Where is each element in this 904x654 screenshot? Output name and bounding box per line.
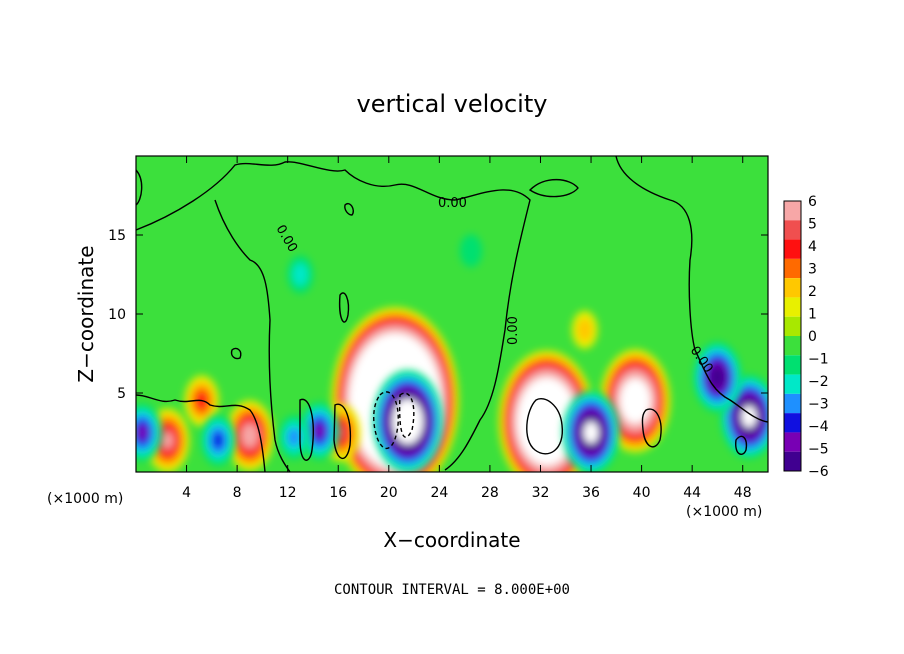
colorbar-label: 2 — [808, 284, 817, 300]
colorbar-swatch — [784, 413, 801, 433]
velocity-level — [292, 263, 309, 286]
x-tick-label: 20 — [380, 485, 398, 501]
contour-line — [136, 161, 531, 471]
colorbar-label: −5 — [808, 442, 829, 458]
x-tick-label: 24 — [430, 485, 448, 501]
colorbar-frame — [783, 200, 802, 472]
velocity-level — [459, 234, 483, 268]
colorbar-label: −6 — [808, 464, 829, 480]
velocity-level — [136, 424, 148, 441]
colorbar-swatch — [784, 393, 801, 414]
velocity-level — [709, 365, 726, 389]
velocity-level — [241, 423, 258, 448]
x-tick-label: 32 — [532, 485, 550, 501]
x-tick-label: 48 — [734, 485, 752, 501]
contour-line — [214, 199, 291, 472]
x-tick-label: 36 — [582, 485, 600, 501]
plot-area — [136, 156, 768, 472]
x-tick-label: 12 — [279, 485, 297, 501]
contour-line — [615, 156, 768, 423]
y-tick-label: 15 — [108, 228, 126, 244]
velocity-level — [313, 423, 325, 439]
contour-line — [398, 392, 415, 438]
colorbar-swatch — [784, 201, 801, 221]
contour-line — [526, 398, 563, 455]
velocity-cell — [600, 349, 671, 453]
velocity-level — [162, 433, 173, 448]
colorbar: 6 5 4 3 2 1 0 −1 −2 −3 −4 −5 −6 — [783, 194, 829, 480]
contour-line — [373, 391, 399, 450]
x-tick-label: 8 — [233, 485, 242, 501]
contour-line — [641, 408, 662, 448]
colorbar-label: 3 — [808, 262, 817, 278]
zero-contours — [136, 156, 768, 472]
x-tick-label: 16 — [329, 485, 347, 501]
x-tick-label: 44 — [683, 485, 701, 501]
y-tick-label: 5 — [117, 386, 126, 402]
colorbar-swatch — [784, 316, 801, 336]
contour-label: 0.00 — [506, 316, 521, 345]
velocity-level — [583, 421, 599, 444]
velocity-field — [136, 234, 768, 472]
x-axis-unit-left: (×1000 m) — [47, 491, 123, 507]
colorbar-label: 4 — [808, 239, 817, 255]
velocity-cell — [562, 390, 620, 472]
x-tick-label: 40 — [633, 485, 651, 501]
contour-line — [136, 394, 266, 472]
colorbar-swatch — [784, 432, 801, 452]
contour-line — [338, 292, 350, 323]
velocity-cell — [200, 414, 236, 466]
colorbar-label: −4 — [808, 419, 829, 435]
velocity-level — [287, 427, 301, 447]
colorbar-swatch — [784, 278, 801, 298]
colorbar-swatch — [784, 220, 801, 240]
contour-line — [136, 169, 143, 206]
velocity-cell — [225, 400, 274, 471]
contour-label: 0.00 — [438, 196, 467, 211]
contour-line — [299, 398, 314, 461]
x-axis-unit-right: (×1000 m) — [686, 504, 762, 520]
contour-line — [528, 178, 579, 198]
contour-line — [333, 403, 352, 459]
colorbar-label: 1 — [808, 307, 817, 323]
velocity-cell — [693, 341, 742, 413]
velocity-cell — [136, 403, 162, 462]
velocity-cell — [571, 310, 598, 349]
colorbar-label: −2 — [808, 374, 829, 390]
colorbar-label: 0 — [808, 329, 817, 345]
colorbar-label: −3 — [808, 397, 829, 413]
x-axis: 4 8 12 16 20 24 28 32 36 40 44 48 — [182, 156, 752, 501]
velocity-cell — [459, 234, 483, 268]
contour-interval-note: CONTOUR INTERVAL = 8.000E+00 — [334, 582, 570, 598]
contour-line — [344, 203, 354, 216]
colorbar-label: −1 — [808, 352, 829, 368]
x-axis-label: X−coordinate — [383, 528, 520, 552]
colorbar-swatch — [784, 451, 801, 471]
contour-line — [230, 347, 242, 360]
velocity-cell — [287, 255, 314, 294]
colorbar-swatch — [784, 239, 801, 259]
colorbar-label: 6 — [808, 194, 817, 210]
velocity-level — [516, 377, 577, 466]
velocity-level — [619, 378, 651, 424]
x-tick-label: 4 — [182, 485, 191, 501]
y-tick-label: 10 — [108, 307, 126, 323]
velocity-level — [212, 431, 224, 449]
x-tick-label: 28 — [481, 485, 499, 501]
colorbar-swatch — [784, 336, 801, 356]
contour-line — [735, 435, 748, 455]
velocity-cell — [278, 414, 310, 460]
velocity-cell — [372, 369, 443, 472]
colorbar-swatch — [784, 258, 801, 279]
colorbar-swatch — [784, 297, 801, 317]
y-axis-label: Z−coordinate — [74, 245, 98, 382]
colorbar-label: 5 — [808, 217, 817, 233]
velocity-level — [392, 398, 424, 445]
colorbar-swatch — [784, 355, 801, 375]
y-axis: 5 10 15 — [108, 228, 768, 402]
velocity-level — [576, 318, 593, 342]
colorbar-swatch — [784, 374, 801, 394]
chart-title: vertical velocity — [357, 90, 548, 118]
